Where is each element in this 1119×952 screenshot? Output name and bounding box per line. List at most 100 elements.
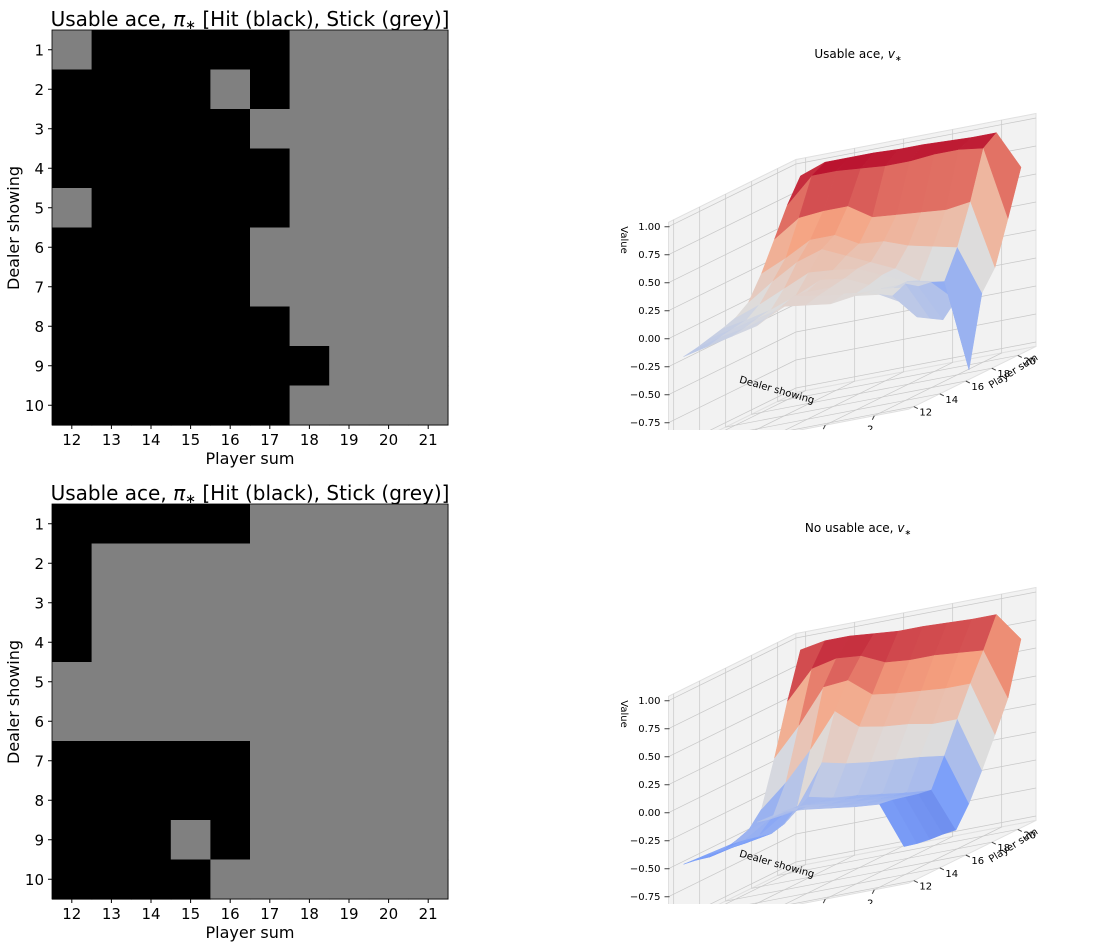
x-tick-label: 14 xyxy=(141,905,160,923)
heatmap-cell xyxy=(170,267,211,308)
player-tick-label: 16 xyxy=(971,382,984,393)
x-tick-label: 17 xyxy=(260,431,279,449)
heatmap-cell xyxy=(329,701,370,742)
heatmap-cell xyxy=(52,109,93,150)
heatmap-cell xyxy=(131,583,172,624)
heatmap-cell xyxy=(91,780,132,821)
z-gridline xyxy=(668,117,1037,228)
heatmap-cell xyxy=(210,780,251,821)
z-tick-label: −0.25 xyxy=(630,362,661,373)
x-tick-label: 19 xyxy=(339,905,358,923)
heatmap-cell xyxy=(210,622,251,663)
heatmap-cell xyxy=(131,859,172,900)
x-tick-label: 16 xyxy=(221,431,240,449)
heatmap-cell xyxy=(250,30,291,71)
heatmap-ylabel: Dealer showing xyxy=(4,640,23,764)
x-tick-label: 18 xyxy=(300,431,319,449)
heatmap-cell xyxy=(131,306,172,347)
heatmap-cell xyxy=(368,69,409,110)
value-surface-usable-ace: Usable ace, v∗ −1.00−0.75−0.50−0.250.000… xyxy=(600,30,1070,473)
heatmap-cells xyxy=(52,504,449,900)
heatmap-cell xyxy=(408,109,449,150)
heatmap-cell xyxy=(289,267,330,308)
heatmap-cells xyxy=(52,30,449,426)
x-tick-label: 19 xyxy=(339,431,358,449)
heatmap-cell xyxy=(368,820,409,861)
heatmap-cell xyxy=(408,227,449,268)
heatmap-cell xyxy=(52,701,93,742)
heatmap-cell xyxy=(368,543,409,584)
y-tick-label: 3 xyxy=(34,120,44,138)
heatmap-cell xyxy=(408,385,449,426)
heatmap-cell xyxy=(250,662,291,703)
z-gridline xyxy=(668,313,1037,424)
heatmap-cell xyxy=(329,662,370,703)
heatmap-cell xyxy=(329,267,370,308)
heatmap-title: Usable ace, π∗ [Hit (black), Stick (grey… xyxy=(51,7,450,33)
heatmap-cell xyxy=(170,69,211,110)
heatmap-cell xyxy=(91,346,132,387)
heatmap-cell xyxy=(329,820,370,861)
heatmap-cell xyxy=(289,148,330,189)
surface-zlabel: Value xyxy=(618,226,629,253)
heatmap-cell xyxy=(170,583,211,624)
player-tick-label: 16 xyxy=(971,856,984,867)
z-gridline xyxy=(668,341,1037,452)
heatmap-cell xyxy=(52,780,93,821)
z-tick-label: 1.00 xyxy=(638,696,660,707)
heatmap-cell xyxy=(368,583,409,624)
y-tick-label: 2 xyxy=(34,81,44,99)
z-tick-label: −0.50 xyxy=(630,864,661,875)
heatmap-cell xyxy=(91,504,132,545)
player-gridline xyxy=(725,194,966,428)
heatmap-cell xyxy=(131,148,172,189)
heatmap-cell xyxy=(131,820,172,861)
y-tick-label: 8 xyxy=(34,318,44,336)
heatmap-cell xyxy=(289,346,330,387)
heatmap-cell xyxy=(210,543,251,584)
x-tick-label: 20 xyxy=(379,905,398,923)
dealer-tick-mark xyxy=(871,889,875,894)
heatmap-cell xyxy=(131,69,172,110)
heatmap-cell xyxy=(170,701,211,742)
heatmap-cell xyxy=(170,622,211,663)
heatmap-cell xyxy=(368,306,409,347)
heatmap-cell xyxy=(170,188,211,229)
z-tick-label: 1.00 xyxy=(638,222,660,233)
player-gridline xyxy=(777,642,1018,876)
heatmap-cell xyxy=(289,820,330,861)
heatmap-cell xyxy=(210,859,251,900)
heatmap-xlabel: Player sum xyxy=(206,923,295,942)
heatmap-frame xyxy=(51,503,449,900)
heatmap-x-ticks: 12 13 14 15 16 17 18 19 20 21 xyxy=(62,425,438,449)
z-tick-label: 0.25 xyxy=(638,780,660,791)
player-tick-mark xyxy=(965,854,971,858)
heatmap-cell xyxy=(408,69,449,110)
heatmap-cell xyxy=(52,504,93,545)
heatmap-cell xyxy=(408,583,449,624)
y-tick-label: 4 xyxy=(34,634,44,652)
heatmap-cell xyxy=(289,622,330,663)
z-tick-label: −0.50 xyxy=(630,390,661,401)
heatmap-cell xyxy=(329,859,370,900)
y-tick-label: 7 xyxy=(34,278,44,296)
heatmap-cell xyxy=(250,820,291,861)
heatmap-cell xyxy=(210,820,251,861)
y-tick-label: 6 xyxy=(34,239,44,257)
heatmap-cell xyxy=(250,859,291,900)
heatmap-cell xyxy=(289,188,330,229)
surface-title: Usable ace, v∗ xyxy=(814,47,901,63)
heatmap-cell xyxy=(250,188,291,229)
heatmap-cell xyxy=(91,188,132,229)
x-tick-label: 16 xyxy=(221,905,240,923)
heatmap-cell xyxy=(408,543,449,584)
value-surface-svg: Usable ace, v∗ −1.00−0.75−0.50−0.250.000… xyxy=(618,47,1040,473)
heatmap-cell xyxy=(91,227,132,268)
heatmap-cell xyxy=(329,583,370,624)
heatmap-cell xyxy=(91,662,132,703)
heatmap-cell xyxy=(250,385,291,426)
heatmap-cell xyxy=(368,267,409,308)
z-tick-label: −0.75 xyxy=(630,892,661,903)
heatmap-cell xyxy=(170,306,211,347)
heatmap-cell xyxy=(210,385,251,426)
